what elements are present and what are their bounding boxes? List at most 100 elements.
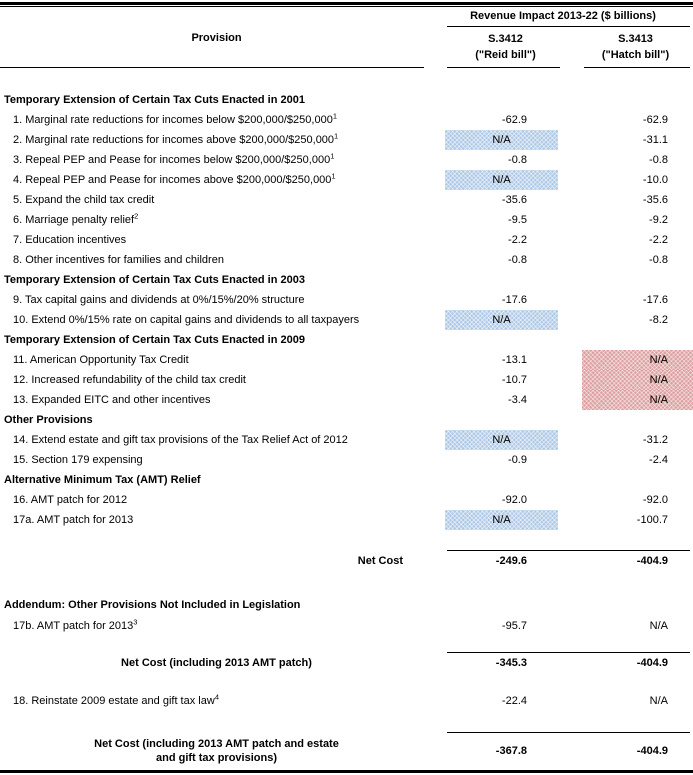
net-cost-label: Net Cost (including 2013 AMT patch and e… <box>0 732 433 770</box>
reid-value: -0.9 <box>508 454 527 466</box>
item-label: 18. Reinstate 2009 estate and gift tax l… <box>0 690 433 712</box>
hatch-value: -2.4 <box>649 454 668 466</box>
bottom-rule <box>0 770 693 773</box>
hatch-value: N/A <box>582 390 693 410</box>
label-text: 9. Tax capital gains and dividends at 0%… <box>13 294 305 306</box>
section-row: Temporary Extension of Certain Tax Cuts … <box>0 270 693 290</box>
provision-row: 11. American Opportunity Tax Credit -13.1… <box>0 350 693 370</box>
provision-row: 18. Reinstate 2009 estate and gift tax l… <box>0 690 693 712</box>
section-row: Temporary Extension of Certain Tax Cuts … <box>0 90 693 110</box>
reid-column-cell: -17.6 <box>433 290 578 310</box>
label-text: 8. Other incentives for families and chi… <box>13 254 224 266</box>
provision-row: 14. Extend estate and gift tax provision… <box>0 430 693 450</box>
section-row: Other Provisions <box>0 410 693 430</box>
label-text: 5. Expand the child tax credit <box>13 194 155 206</box>
reid-value: -0.8 <box>508 254 527 266</box>
label-text: 14. Extend estate and gift tax provision… <box>13 434 348 446</box>
reid-header-underline <box>447 67 560 68</box>
item-label: 5. Expand the child tax credit <box>0 190 433 210</box>
item-label: 1. Marginal rate reductions for incomes … <box>0 110 433 130</box>
item-label: 3. Repeal PEP and Pease for incomes belo… <box>0 150 433 170</box>
item-label: 9. Tax capital gains and dividends at 0%… <box>0 290 433 310</box>
reid-value: -62.9 <box>501 114 527 126</box>
net-cost-label: Net Cost <box>0 550 433 572</box>
hatch-value: -9.2 <box>649 214 668 226</box>
provision-column-header: Provision <box>191 32 242 44</box>
impact-header-label: Revenue Impact 2013-22 ($ billions) <box>470 10 656 22</box>
provision-row: 16. AMT patch for 2012 -92.0 -92.0 <box>0 490 693 510</box>
reid-value: -10.7 <box>501 374 527 386</box>
reid-column-cell: N/A <box>433 170 578 190</box>
item-label: 15. Section 179 expensing <box>0 450 433 470</box>
provision-row: 17b. AMT patch for 20133 -95.7 N/A <box>0 615 693 637</box>
net-cost-rule <box>447 732 690 733</box>
hatch-header-underline <box>584 67 690 68</box>
label-text: 16. AMT patch for 2012 <box>13 494 128 506</box>
reid-column-cell: -345.3 <box>433 652 578 674</box>
hatch-column-cell: -10.0 <box>578 170 693 190</box>
hatch-column-cell: -404.9 <box>578 550 693 572</box>
hatch-value: -404.9 <box>636 554 668 567</box>
footnote-marker: 1 <box>331 171 336 181</box>
footnote-marker: 1 <box>330 151 335 161</box>
label-text: 6. Marriage penalty relief2 <box>13 211 139 226</box>
item-label: 4. Repeal PEP and Pease for incomes abov… <box>0 170 433 190</box>
hatch-value: N/A <box>649 695 668 707</box>
hatch-column-cell: -0.8 <box>578 250 693 270</box>
provision-row: 2. Marginal rate reductions for incomes … <box>0 130 693 150</box>
section-label: Other Provisions <box>4 414 93 426</box>
net-cost-row: Net Cost (including 2013 AMT patch and e… <box>0 732 693 770</box>
reid-value: N/A <box>445 510 558 530</box>
hatch-column-cell: N/A <box>578 390 693 410</box>
reid-column-cell: N/A <box>433 130 578 150</box>
hatch-column-cell: N/A <box>578 690 693 712</box>
item-label: 6. Marriage penalty relief2 <box>0 210 433 230</box>
hatch-column-cell: N/A <box>578 350 693 370</box>
reid-value: N/A <box>445 310 558 330</box>
hatch-column-cell: -2.4 <box>578 450 693 470</box>
item-label: 10. Extend 0%/15% rate on capital gains … <box>0 310 433 330</box>
reid-value: -367.8 <box>495 744 527 757</box>
label-text: 1. Marginal rate reductions for incomes … <box>13 111 337 126</box>
top-double-rule <box>0 2 693 7</box>
label-text: 15. Section 179 expensing <box>13 454 143 466</box>
hatch-value: -2.2 <box>649 234 668 246</box>
reid-bill-number: S.3412 <box>488 33 523 45</box>
label-text: 12. Increased refundability of the child… <box>13 374 246 386</box>
hatch-value: -31.2 <box>642 434 668 446</box>
label-text: Net Cost (including 2013 AMT patch and e… <box>94 738 339 764</box>
reid-column-cell: -0.9 <box>433 450 578 470</box>
reid-column-cell: -3.4 <box>433 390 578 410</box>
provision-row: 8. Other incentives for families and chi… <box>0 250 693 270</box>
hatch-column-cell: N/A <box>578 370 693 390</box>
item-label: 17b. AMT patch for 20133 <box>0 615 433 637</box>
reid-column-cell: -95.7 <box>433 615 578 637</box>
hatch-column-cell: N/A <box>578 615 693 637</box>
reid-column-cell: -367.8 <box>433 732 578 770</box>
reid-column-cell: -10.7 <box>433 370 578 390</box>
net-cost-row: Net Cost -249.6 -404.9 <box>0 550 693 572</box>
reid-value: -345.3 <box>495 656 527 669</box>
provision-row: 6. Marriage penalty relief2 -9.5 -9.2 <box>0 210 693 230</box>
item-label: 8. Other incentives for families and chi… <box>0 250 433 270</box>
provision-row: 10. Extend 0%/15% rate on capital gains … <box>0 310 693 330</box>
label-text: 17a. AMT patch for 2013 <box>13 514 134 526</box>
hatch-column-cell: -404.9 <box>578 732 693 770</box>
hatch-column-cell: -92.0 <box>578 490 693 510</box>
provision-row: 9. Tax capital gains and dividends at 0%… <box>0 290 693 310</box>
row-spacer <box>0 572 693 595</box>
section-row: Alternative Minimum Tax (AMT) Relief <box>0 470 693 490</box>
hatch-value: -31.1 <box>642 134 668 146</box>
hatch-bill-name: ("Hatch bill") <box>601 49 670 61</box>
reid-column-cell: -35.6 <box>433 190 578 210</box>
reid-value: -249.6 <box>495 554 527 567</box>
hatch-column-cell: -35.6 <box>578 190 693 210</box>
provision-row: 15. Section 179 expensing -0.9 -2.4 <box>0 450 693 470</box>
label-text: 17b. AMT patch for 20133 <box>13 617 138 632</box>
row-spacer <box>0 712 693 732</box>
hatch-value: N/A <box>582 370 693 390</box>
hatch-column-cell: -2.2 <box>578 230 693 250</box>
hatch-value: -0.8 <box>649 254 668 266</box>
section-label: Addendum: Other Provisions Not Included … <box>4 599 301 611</box>
reid-value: N/A <box>445 430 558 450</box>
